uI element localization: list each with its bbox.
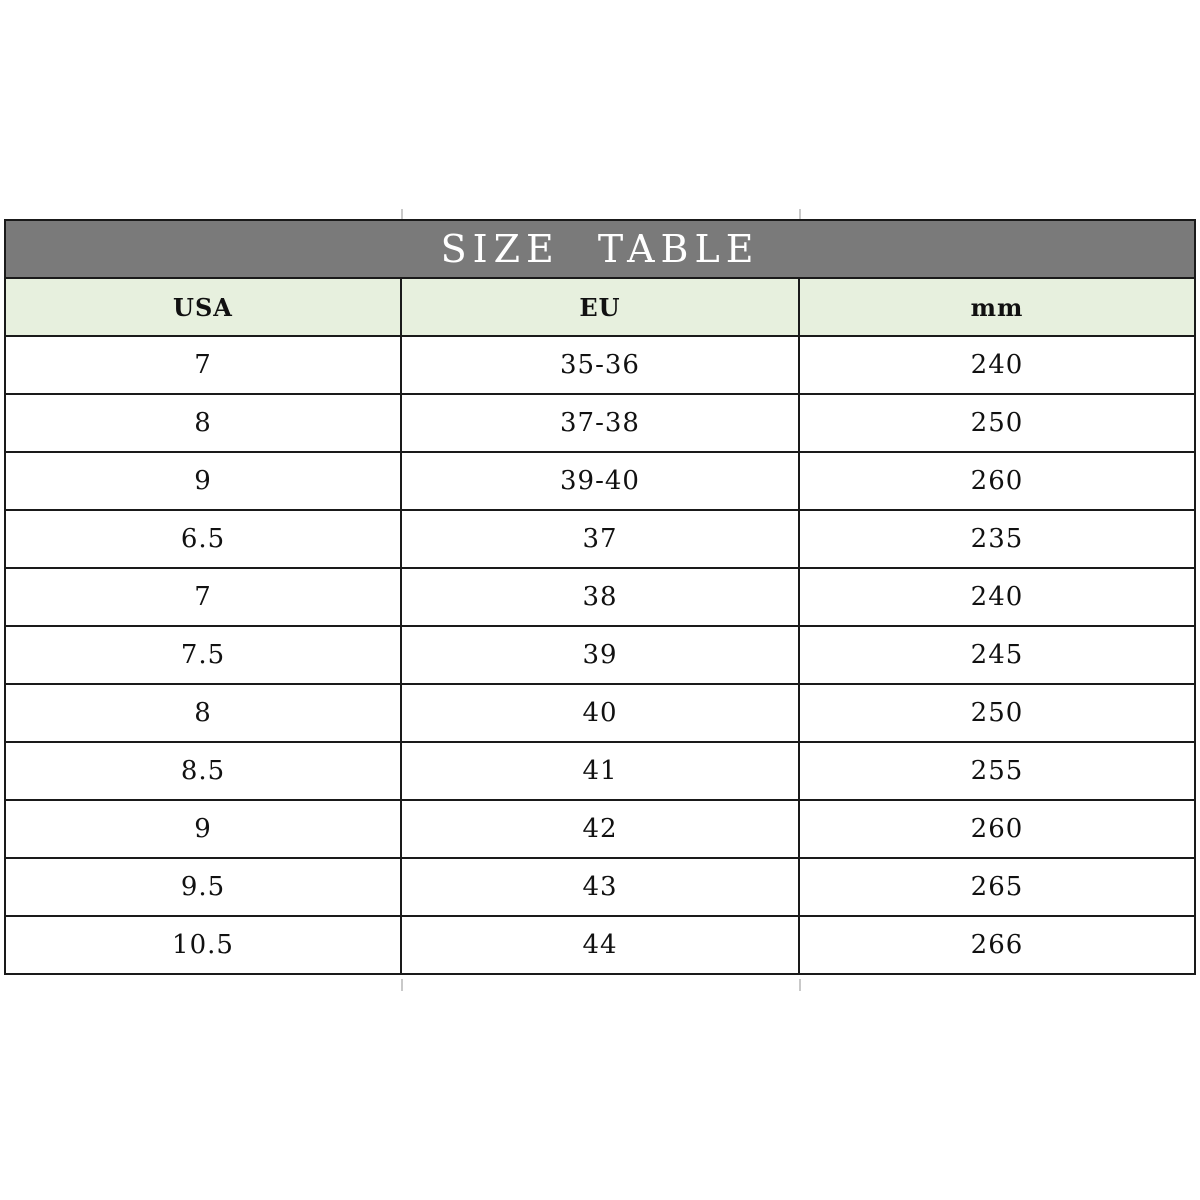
size-conversion-table: SIZE TABLE USA EU mm 7 35-36 240 8 37-38… [4,219,1196,975]
cell-mm: 235 [798,511,1194,567]
table-row: 8 37-38 250 [6,393,1194,451]
table-row: 8.5 41 255 [6,741,1194,799]
cell-mm: 260 [798,801,1194,857]
table-row: 9.5 43 265 [6,857,1194,915]
cell-usa: 9 [194,814,212,844]
table-row: 7.5 39 245 [6,625,1194,683]
gridline-stub [401,209,403,219]
table-title-band: SIZE TABLE [6,221,1194,279]
cell-usa: 8.5 [180,756,226,786]
cell-mm: 265 [798,859,1194,915]
cell-usa: 9 [194,466,212,496]
cell-eu: 39 [400,627,798,683]
cell-eu: 41 [400,743,798,799]
cell-usa: 7.5 [180,640,226,670]
cell-usa: 9.5 [180,872,226,902]
cell-usa: 8 [194,698,212,728]
cell-mm: 240 [798,337,1194,393]
cell-usa: 7 [194,350,212,380]
cell-usa: 6.5 [180,524,226,554]
cell-mm: 255 [798,743,1194,799]
cell-usa: 7 [194,582,212,612]
table-header-row: USA EU mm [6,279,1194,335]
cell-mm: 240 [798,569,1194,625]
column-header-eu: EU [400,279,798,335]
table-row: 7 35-36 240 [6,335,1194,393]
cell-mm: 260 [798,453,1194,509]
gridline-stub [799,979,801,991]
table-row: 9 42 260 [6,799,1194,857]
cell-mm: 266 [798,917,1194,973]
table-row: 9 39-40 260 [6,451,1194,509]
cell-eu: 42 [400,801,798,857]
cell-eu: 38 [400,569,798,625]
cell-usa: 10.5 [172,930,234,960]
table-row: 7 38 240 [6,567,1194,625]
cell-mm: 245 [798,627,1194,683]
cell-mm: 250 [798,685,1194,741]
gridline-stub [799,209,801,219]
table-row: 6.5 37 235 [6,509,1194,567]
cell-eu: 37-38 [400,395,798,451]
column-header-mm: mm [798,279,1194,335]
cell-mm: 250 [798,395,1194,451]
table-row: 10.5 44 266 [6,915,1194,973]
cell-eu: 35-36 [400,337,798,393]
cell-usa: 8 [194,408,212,438]
cell-eu: 39-40 [400,453,798,509]
cell-eu: 43 [400,859,798,915]
gridline-stub [401,979,403,991]
table-title: SIZE TABLE [440,227,760,271]
cell-eu: 44 [400,917,798,973]
cell-eu: 40 [400,685,798,741]
cell-eu: 37 [400,511,798,567]
table-row: 8 40 250 [6,683,1194,741]
column-header-usa: USA [173,292,233,322]
